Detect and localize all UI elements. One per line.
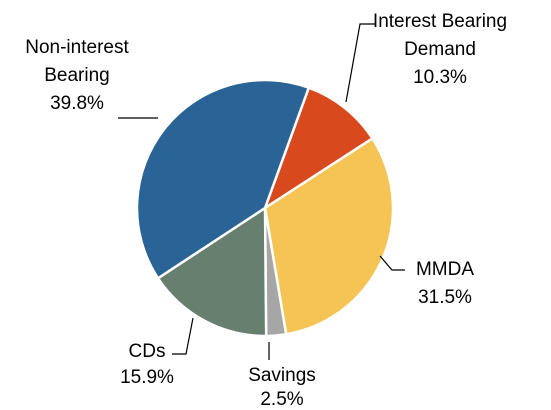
pie-slice bbox=[262, 86, 375, 212]
slice-value-label: 2.5% bbox=[260, 389, 304, 410]
slice-label: CDs bbox=[128, 341, 166, 362]
leader-line bbox=[379, 255, 405, 271]
pie-slice bbox=[135, 78, 311, 280]
slice-value-label: 39.8% bbox=[50, 93, 104, 114]
slice-label: Savings bbox=[248, 365, 316, 386]
leader-line bbox=[172, 317, 194, 355]
slice-value-label: 15.9% bbox=[120, 367, 174, 388]
slice-label: MMDA bbox=[415, 259, 475, 280]
slice-value-label: 10.3% bbox=[413, 67, 467, 88]
slice-value-label: 31.5% bbox=[418, 287, 472, 308]
pie-slice bbox=[156, 205, 268, 338]
slice-label: Non-interest Bearing bbox=[25, 37, 129, 86]
leader-line bbox=[345, 23, 375, 103]
pie-slice bbox=[263, 136, 395, 336]
slice-label: Interest Bearing Demand bbox=[372, 11, 508, 60]
